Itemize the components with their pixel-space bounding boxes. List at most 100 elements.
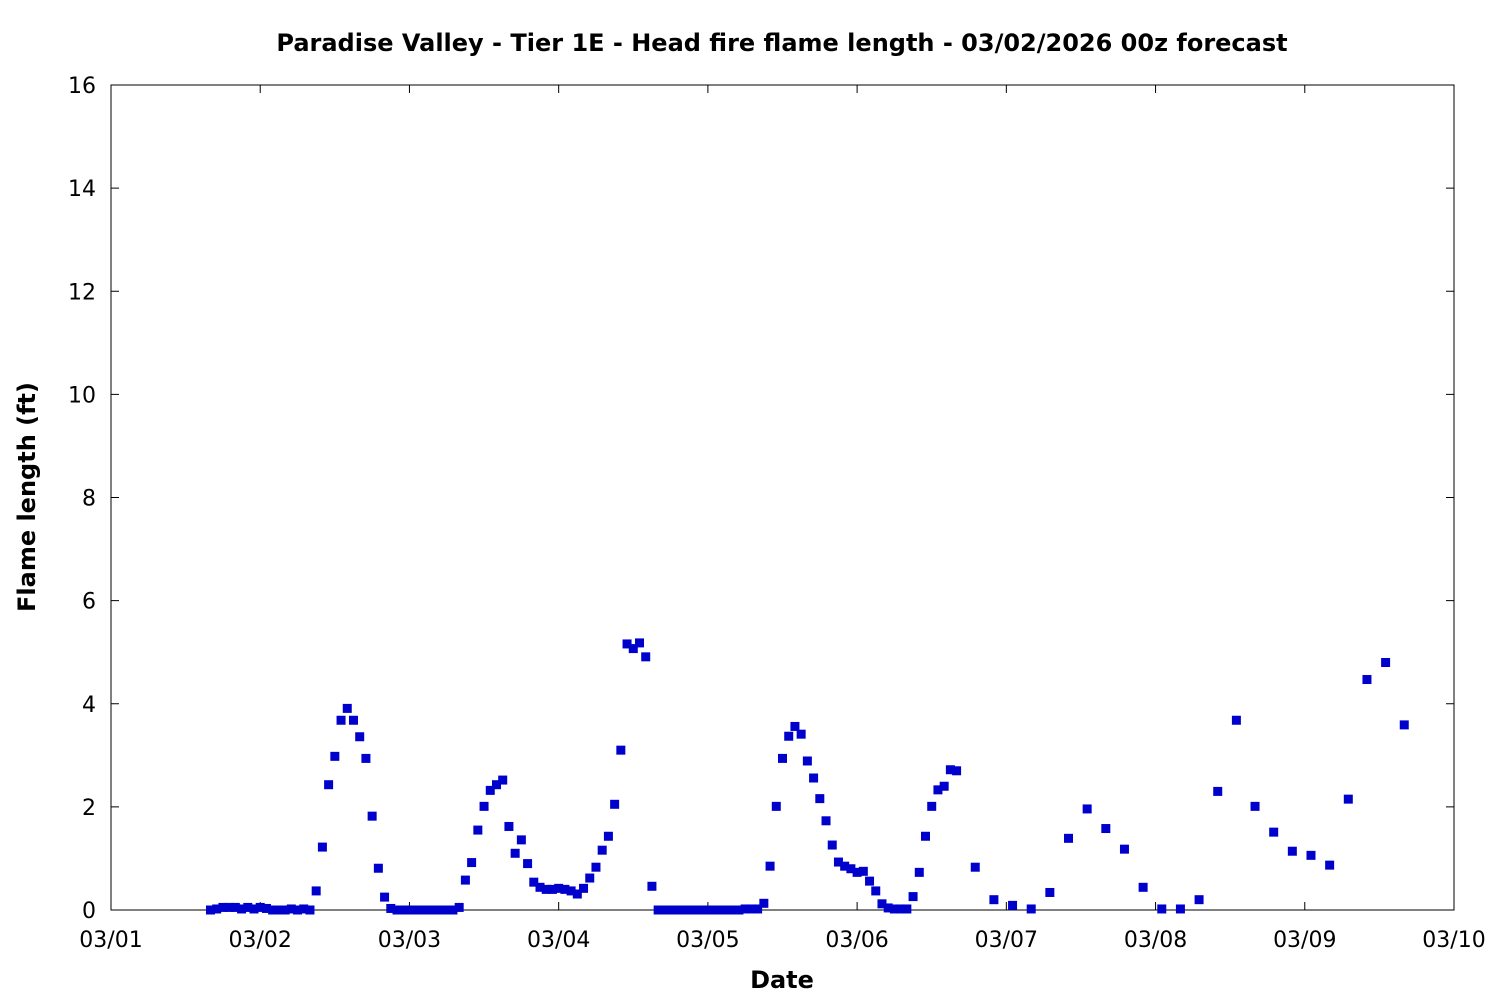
data-point: [249, 904, 259, 914]
data-point: [690, 905, 700, 915]
data-point: [560, 884, 570, 894]
data-point: [330, 751, 340, 761]
data-point: [796, 729, 806, 739]
x-axis: 03/01 03/02 03/03 03/04 03/05 03/06 03/07 03/08…: [79, 85, 1486, 953]
data-point: [417, 905, 427, 915]
data-point: [715, 905, 725, 915]
data-point: [1343, 794, 1353, 804]
data-point: [790, 721, 800, 731]
data-point: [634, 638, 644, 648]
data-point: [939, 781, 949, 791]
data-point: [280, 905, 290, 915]
data-point: [255, 902, 265, 912]
data-point: [348, 715, 358, 725]
data-point: [442, 905, 452, 915]
data-point: [1381, 658, 1391, 667]
data-point: [896, 904, 906, 914]
data-point: [1250, 801, 1260, 811]
data-point: [274, 905, 284, 915]
data-point: [815, 794, 825, 804]
data-point: [902, 904, 912, 914]
y-tick-label: 6: [82, 590, 96, 615]
data-point: [547, 884, 557, 894]
data-point: [591, 862, 601, 872]
data-point: [523, 859, 533, 869]
data-point: [889, 904, 899, 914]
x-tick-label: 03/04: [527, 928, 590, 953]
data-point: [460, 875, 470, 885]
data-point: [361, 753, 371, 763]
data-point: [610, 799, 620, 809]
data-point: [970, 862, 980, 872]
data-point: [697, 905, 707, 915]
data-point: [753, 904, 763, 914]
data-point: [833, 857, 843, 867]
data-point: [454, 902, 464, 912]
data-point: [616, 745, 626, 755]
data-point: [827, 840, 837, 850]
data-point: [386, 903, 396, 913]
x-axis-label: Date: [750, 966, 814, 994]
data-point: [865, 876, 875, 886]
data-point: [840, 861, 850, 871]
data-point: [778, 753, 787, 763]
data-point: [1008, 900, 1018, 910]
data-point: [579, 883, 589, 893]
y-tick-label: 0: [82, 899, 96, 924]
data-point: [1269, 827, 1279, 837]
y-axis: 0 2 4 6 8 10 12 14 16: [68, 74, 1454, 924]
x-tick-label: 03/05: [676, 928, 739, 953]
data-point: [722, 905, 732, 915]
x-tick-label: 03/10: [1422, 928, 1485, 953]
data-point: [871, 886, 881, 896]
data-point: [883, 903, 893, 913]
data-point: [230, 902, 240, 912]
data-point: [734, 905, 744, 915]
data-point: [237, 904, 247, 914]
data-point: [1045, 887, 1055, 897]
x-tick-label: 03/06: [825, 928, 888, 953]
data-point: [740, 904, 750, 914]
data-point: [1231, 715, 1241, 725]
data-point: [516, 835, 526, 845]
data-point: [535, 882, 545, 892]
data-point: [989, 895, 999, 905]
data-point: [268, 905, 278, 915]
data-point: [908, 892, 918, 902]
data-point: [317, 842, 327, 852]
data-point: [423, 905, 433, 915]
data-point: [802, 756, 812, 766]
data-point: [498, 775, 508, 785]
data-point: [852, 867, 862, 877]
data-point: [771, 801, 781, 811]
data-point: [311, 886, 321, 896]
data-point: [566, 886, 576, 896]
y-tick-label: 16: [68, 74, 96, 99]
data-point: [678, 905, 688, 915]
data-point: [846, 864, 856, 874]
data-point: [404, 905, 414, 915]
data-point: [293, 905, 303, 915]
data-point: [436, 905, 446, 915]
y-tick-label: 4: [82, 693, 96, 718]
data-point: [1399, 720, 1409, 730]
data-point: [212, 904, 222, 914]
data-point: [945, 765, 955, 775]
data-point: [324, 780, 334, 790]
data-point: [1325, 860, 1335, 870]
data-point: [243, 902, 253, 912]
data-point: [821, 816, 831, 826]
data-point: [1287, 846, 1297, 856]
data-point: [1082, 804, 1092, 814]
data-point: [1157, 904, 1167, 914]
data-point: [709, 905, 719, 915]
data-point: [398, 905, 408, 915]
plot-frame: [110, 84, 1455, 911]
data-point: [672, 905, 682, 915]
data-point: [411, 905, 421, 915]
y-tick-label: 14: [68, 177, 96, 202]
data-point: [1306, 850, 1316, 860]
data-point: [927, 801, 937, 811]
data-point: [1064, 833, 1074, 843]
